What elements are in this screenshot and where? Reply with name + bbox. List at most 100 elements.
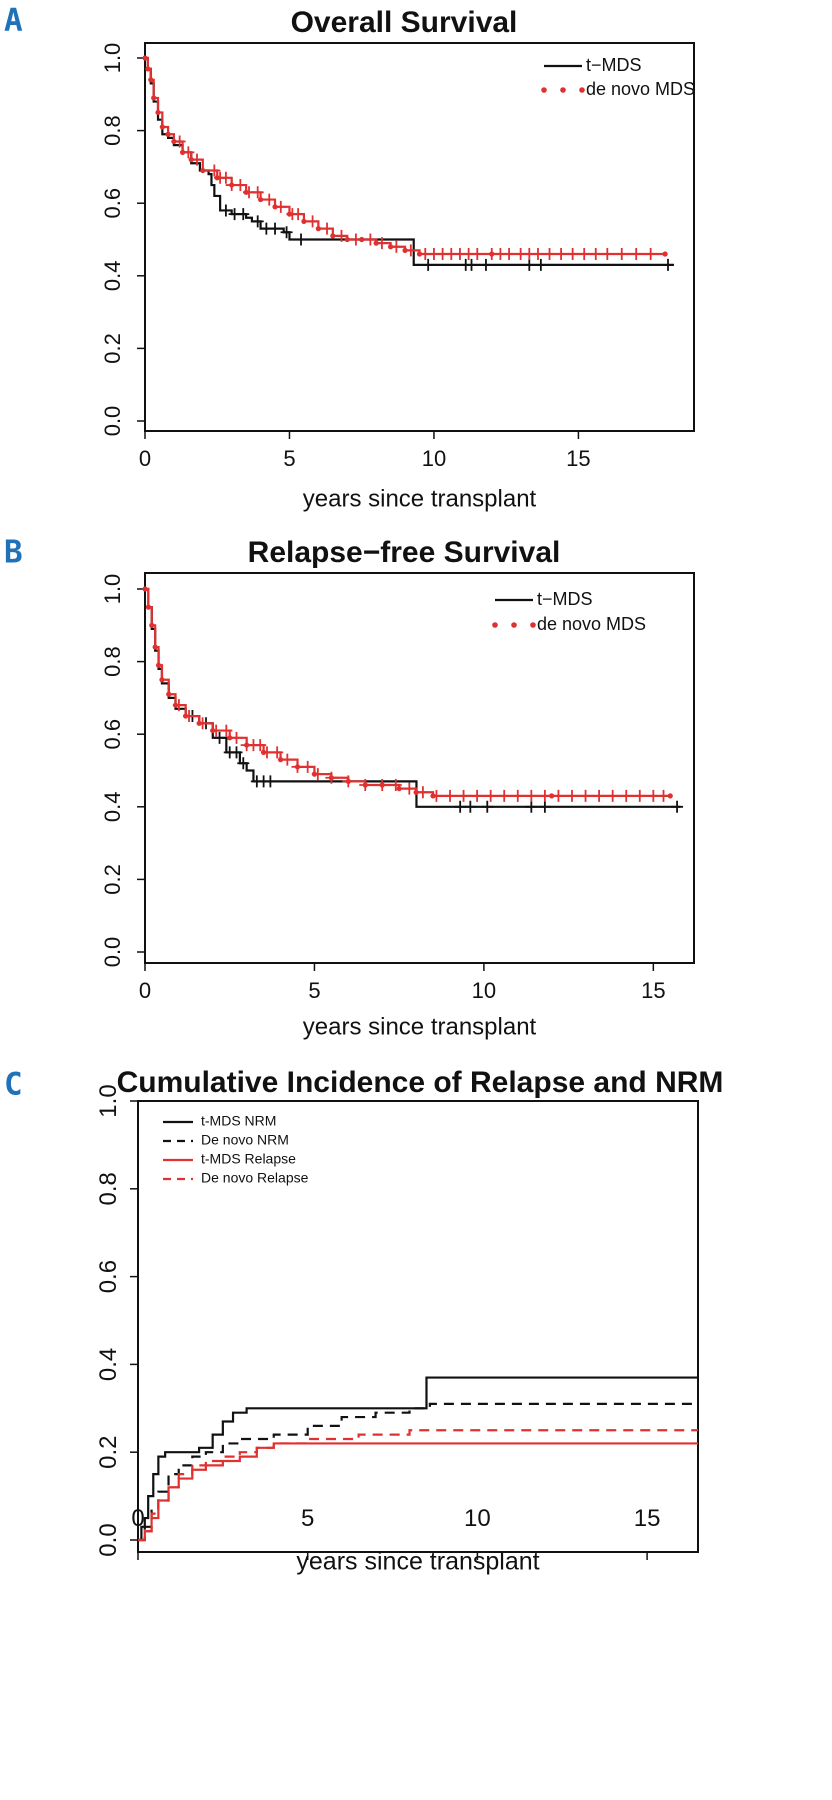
legend-label: t-MDS NRM — [201, 1113, 276, 1129]
panel-b: B Relapse−free Survival 0 5 10 15 0.0 0.2 0.4 0.6… — [4, 535, 695, 1040]
censor-mark — [479, 258, 492, 271]
x-tick-label: 15 — [634, 1505, 661, 1532]
censor-mark — [220, 724, 233, 737]
y-tick-label: 0.8 — [100, 646, 125, 677]
data-point — [286, 211, 293, 217]
legend-marker — [560, 87, 566, 93]
censor-mark — [306, 215, 319, 228]
chart-title: Relapse−free Survival — [248, 536, 561, 569]
censor-mark — [292, 208, 305, 221]
censor-mark — [538, 789, 551, 802]
chart-title: Cumulative Incidence of Relapse and NRM — [117, 1066, 724, 1099]
data-point — [183, 713, 189, 719]
series-line-t-mds-relapse — [138, 1442, 698, 1542]
data-point — [148, 77, 154, 83]
censor-mark — [525, 800, 538, 813]
censor-mark — [237, 208, 250, 221]
data-point — [379, 782, 385, 788]
censor-mark — [464, 800, 477, 813]
censor-mark — [566, 248, 579, 261]
censor-mark — [647, 789, 660, 802]
data-point — [277, 757, 284, 763]
data-point — [200, 167, 206, 174]
legend-marker — [511, 622, 517, 628]
data-point — [257, 196, 264, 203]
censor-mark — [230, 731, 243, 744]
data-point — [155, 662, 162, 668]
plot-frame — [137, 1100, 699, 1553]
censor-mark — [555, 248, 568, 261]
censor-mark — [263, 193, 276, 206]
censor-mark — [578, 248, 591, 261]
censor-mark — [589, 248, 602, 261]
y-tick-label: 0.8 — [95, 1172, 122, 1205]
legend-label: t−MDS — [586, 55, 642, 75]
series-line-t-mds-nrm — [138, 1376, 698, 1542]
data-point — [165, 131, 171, 137]
y-tick-label: 1.0 — [100, 43, 125, 74]
data-point — [272, 204, 278, 210]
censor-mark — [644, 248, 657, 261]
x-tick-label: 5 — [301, 1505, 314, 1532]
series-line-de-novo-relapse — [138, 1429, 698, 1542]
panel-letter: B — [4, 535, 23, 571]
censor-mark — [671, 800, 684, 813]
censor-mark — [219, 204, 232, 217]
censor-mark — [208, 164, 221, 177]
censor-mark — [422, 258, 435, 271]
y-tick-label: 0.0 — [100, 406, 125, 437]
data-point — [315, 226, 321, 232]
censor-mark — [295, 233, 308, 246]
data-point — [373, 240, 379, 246]
censor-mark — [465, 258, 478, 271]
censor-mark — [416, 786, 429, 799]
panel-a: A Overall Survival 0 5 10 15 0.0 0.2 0.4 0.6 0.8 1.… — [4, 3, 695, 513]
data-point — [166, 691, 172, 697]
censor-mark — [301, 760, 314, 773]
data-point — [159, 677, 165, 683]
data-point — [243, 189, 249, 195]
data-point — [301, 218, 307, 224]
x-axis-label: years since transplant — [303, 485, 537, 512]
x-tick-label: 0 — [139, 978, 151, 1003]
data-point — [396, 786, 402, 792]
censor-mark — [264, 775, 277, 788]
x-tick-label: 0 — [139, 446, 151, 471]
data-point — [149, 622, 155, 628]
panel-c: C Cumulative Incidence of Relapse and NRM… — [4, 1066, 723, 1576]
censor-mark — [552, 789, 565, 802]
censor-mark — [657, 789, 670, 802]
panel-letter: A — [4, 3, 23, 39]
censor-mark — [280, 226, 293, 239]
x-tick-label: 0 — [131, 1505, 144, 1532]
data-point — [294, 764, 301, 770]
data-point — [359, 236, 365, 243]
legend-label: De novo Relapse — [201, 1170, 309, 1186]
censor-mark — [213, 731, 226, 744]
data-point — [344, 236, 350, 243]
y-tick-label: 0.2 — [100, 864, 125, 895]
censor-mark — [630, 248, 643, 261]
y-tick-label: 0.0 — [95, 1523, 122, 1556]
legend-label: de novo MDS — [537, 614, 646, 634]
censor-mark — [534, 258, 547, 271]
data-point — [662, 251, 668, 257]
censor-mark — [281, 753, 294, 766]
censor-mark — [525, 789, 538, 802]
censor-mark — [237, 757, 250, 770]
x-tick-label: 15 — [566, 446, 590, 471]
plot-frame — [144, 42, 695, 432]
data-point — [489, 251, 495, 257]
y-tick-label: 0.6 — [100, 719, 125, 750]
y-tick-label: 0.6 — [100, 188, 125, 219]
x-axis-label: years since transplant — [296, 1548, 539, 1576]
censor-mark — [484, 789, 497, 802]
y-tick-label: 0.8 — [100, 115, 125, 146]
y-tick-label: 0.2 — [95, 1436, 122, 1469]
data-point — [159, 124, 165, 130]
x-axis-label: years since transplant — [303, 1013, 537, 1040]
censor-mark — [503, 248, 516, 261]
legend-marker — [541, 87, 547, 93]
censor-mark — [457, 789, 470, 802]
